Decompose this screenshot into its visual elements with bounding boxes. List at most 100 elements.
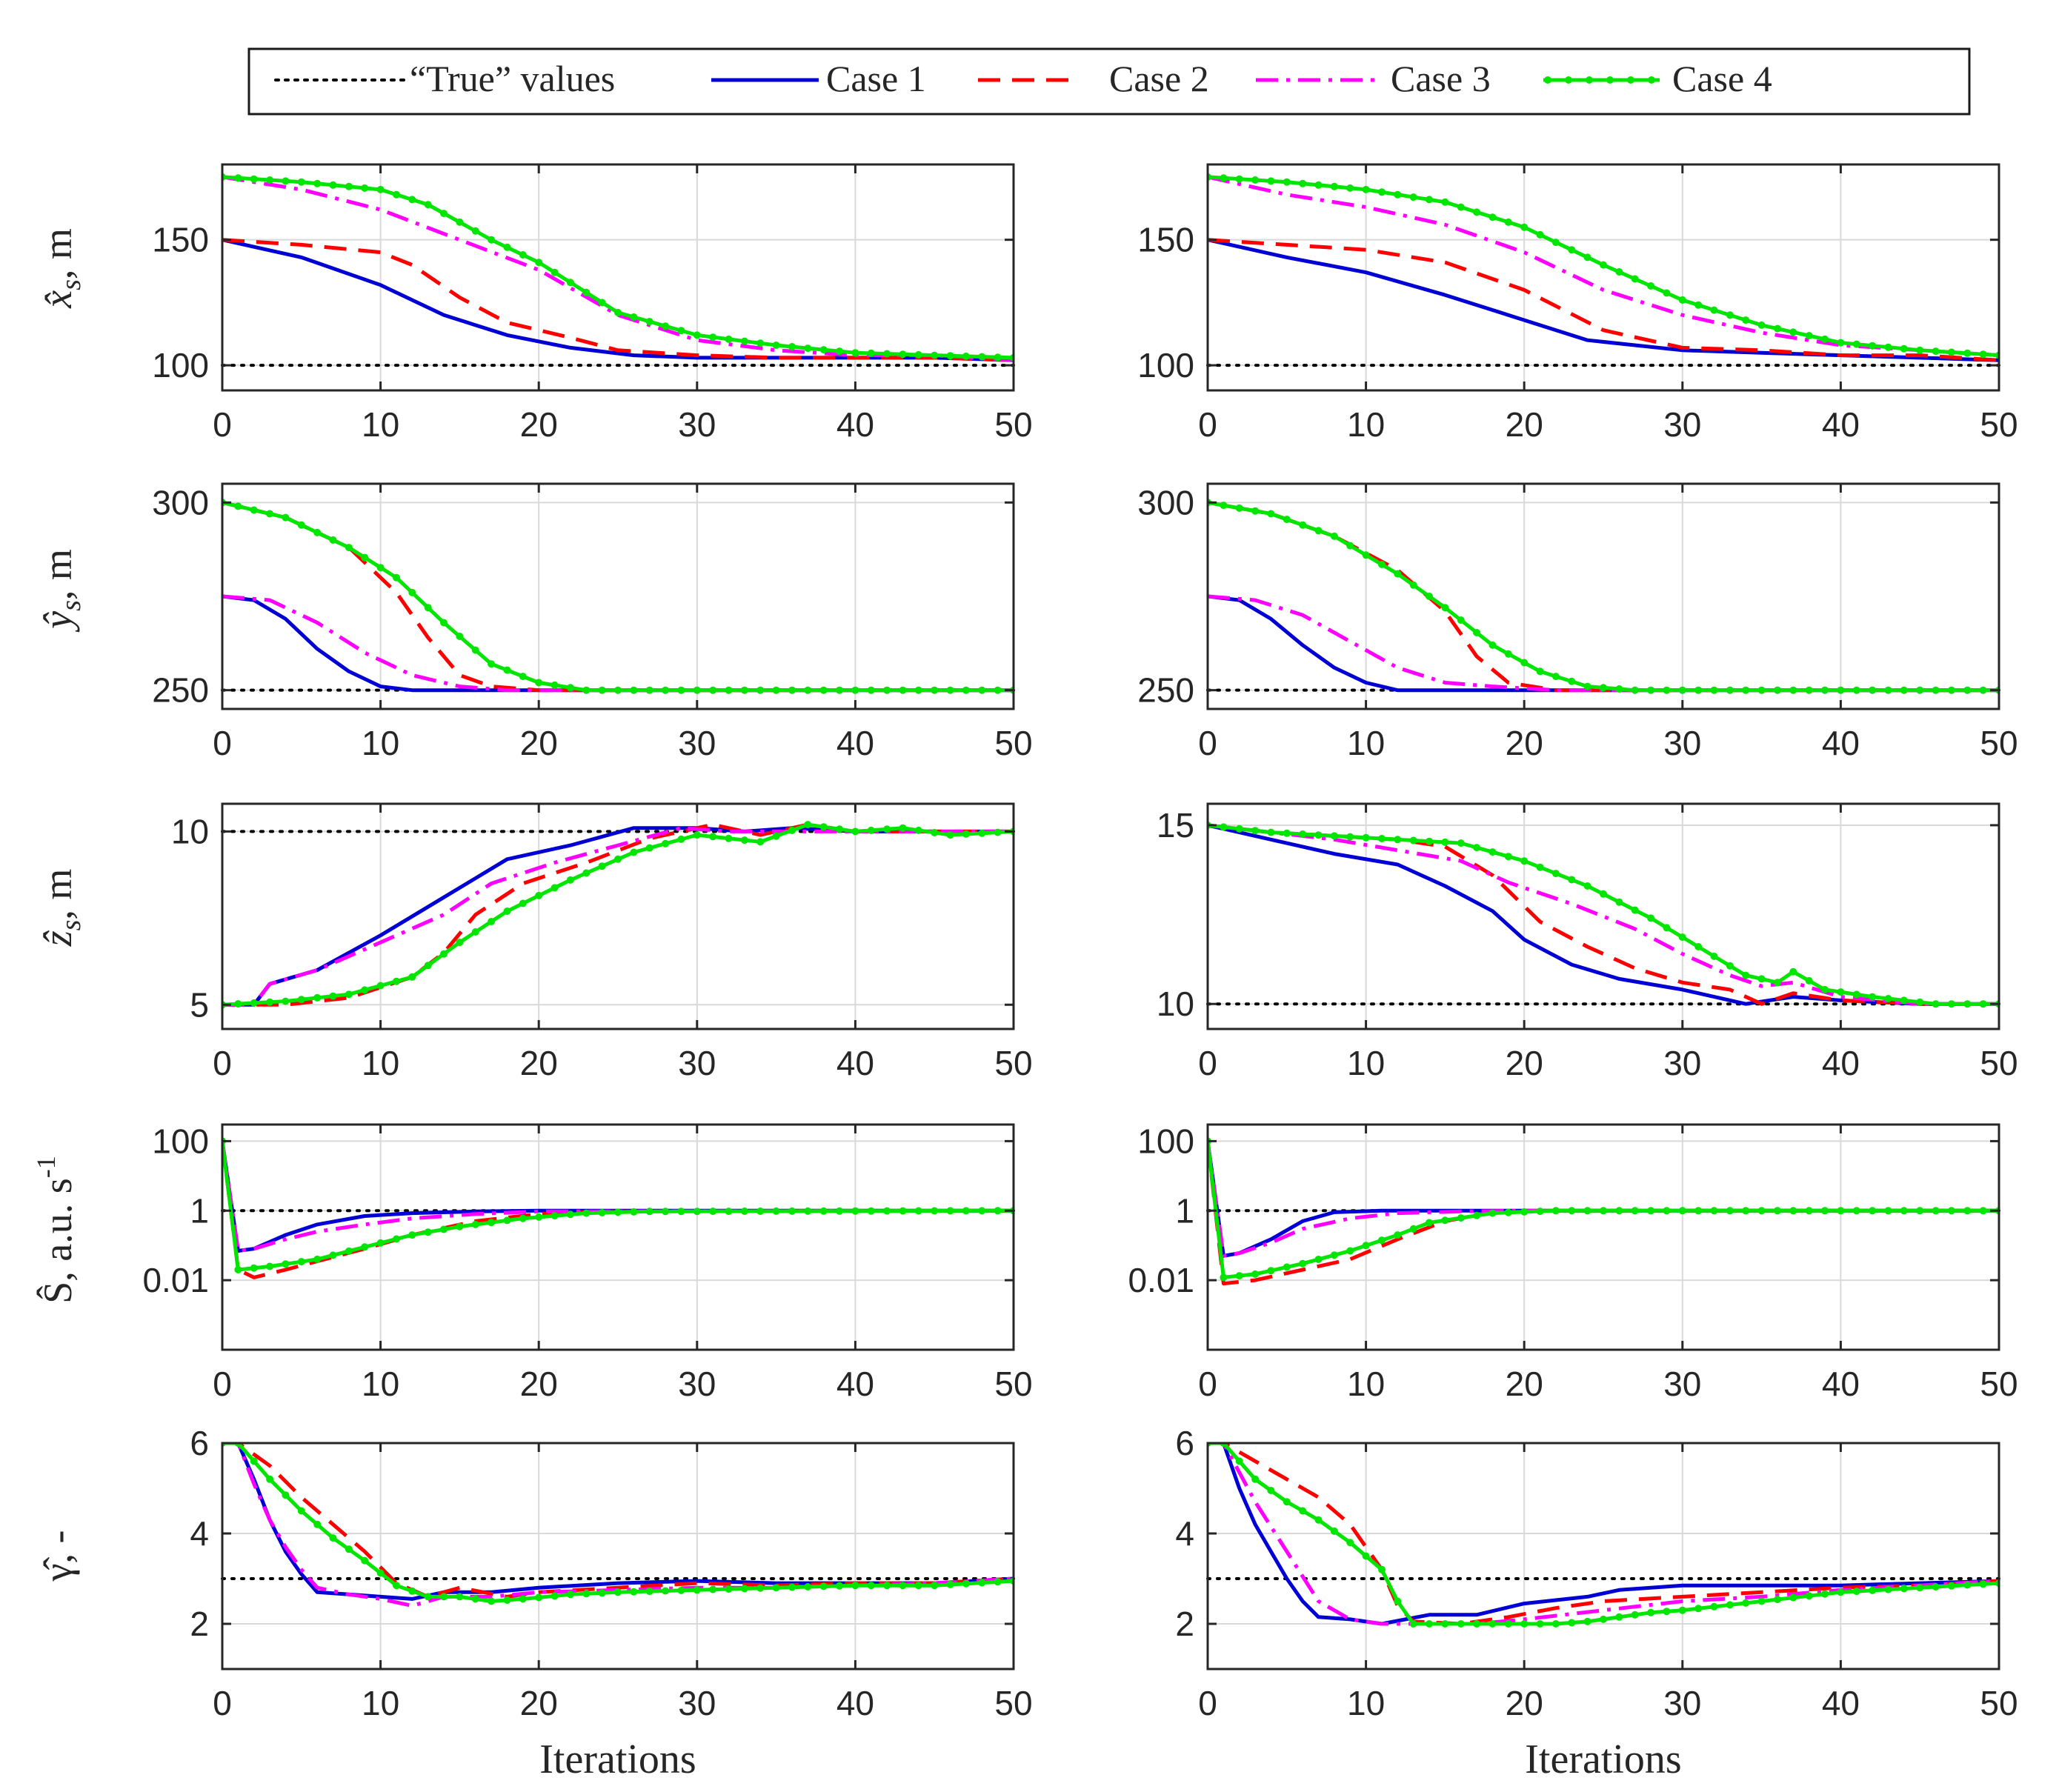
series-marker-case-4 — [1583, 1207, 1591, 1215]
series-marker-case-4 — [503, 666, 511, 674]
y-tick-label: 150 — [152, 221, 209, 259]
y-tick-label: 6 — [190, 1424, 209, 1462]
series-marker-case-4 — [488, 660, 496, 668]
series-marker-case-4 — [297, 1258, 305, 1266]
series-marker-case-4 — [867, 826, 875, 834]
legend: “True” values Case 1 Case 2 Case 3 Case 4 — [247, 47, 1971, 116]
series-marker-case-4 — [899, 686, 907, 694]
x-tick-label: 40 — [836, 1365, 874, 1403]
series-marker-case-4 — [345, 990, 353, 999]
series-marker-case-4 — [693, 1208, 701, 1216]
series-marker-case-4 — [1805, 976, 1813, 985]
series-marker-case-4 — [1837, 339, 1845, 347]
series-marker-case-4 — [361, 986, 369, 994]
series-marker-case-4 — [1869, 993, 1877, 1001]
x-tick-label: 50 — [1980, 1684, 2018, 1722]
x-tick-label: 10 — [362, 1365, 399, 1403]
series-group — [1208, 173, 1999, 362]
series-marker-case-4 — [471, 646, 479, 654]
series-marker-case-4 — [962, 352, 970, 360]
series-marker-case-4 — [1441, 1216, 1449, 1225]
series-marker-case-4 — [471, 1595, 479, 1603]
plot-area — [1208, 804, 1999, 1029]
series-marker-case-4 — [1568, 876, 1576, 884]
series-marker-case-4 — [1805, 686, 1813, 694]
series-marker-case-4 — [582, 869, 591, 877]
series-marker-case-4 — [1963, 1000, 1972, 1008]
series-marker-case-4 — [1963, 1581, 1972, 1589]
series-marker-case-4 — [1837, 1207, 1845, 1215]
series-marker-case-4 — [677, 686, 685, 694]
series-marker-case-4 — [1916, 1584, 1924, 1592]
series-marker-case-4 — [1473, 208, 1481, 216]
series-marker-case-4 — [1346, 1247, 1354, 1255]
series-marker-case-4 — [1631, 275, 1639, 283]
series-marker-case-4 — [1869, 686, 1877, 694]
series-marker-case-4 — [946, 352, 954, 360]
series-marker-case-4 — [883, 1582, 891, 1590]
series-marker-case-4 — [250, 999, 258, 1007]
x-tick-label: 0 — [213, 1044, 232, 1082]
series-marker-case-4 — [1378, 1236, 1386, 1245]
series-marker-case-4 — [1583, 682, 1591, 690]
panel-ys-right: 0 10 20 30 40 50 250 300 — [1137, 482, 2018, 762]
series-marker-case-4 — [1821, 1590, 1829, 1598]
legend-marker — [1627, 76, 1634, 84]
series-marker-case-4 — [1346, 184, 1354, 192]
legend-marker — [1606, 76, 1614, 84]
series-marker-case-4 — [788, 1583, 796, 1591]
series-marker-case-4 — [1600, 261, 1607, 269]
series-line-case-2 — [222, 238, 1014, 362]
series-marker-case-4 — [1551, 239, 1560, 247]
series-marker-case-4 — [662, 839, 670, 847]
x-tick-label: 50 — [994, 1044, 1032, 1082]
x-tick-label: 40 — [836, 1684, 874, 1722]
series-marker-case-4 — [1932, 1207, 1940, 1215]
series-marker-case-4 — [1488, 213, 1497, 221]
series-marker-case-4 — [1900, 1585, 1908, 1593]
series-marker-case-4 — [1473, 844, 1481, 852]
series-marker-case-4 — [1742, 1599, 1750, 1607]
series-marker-case-4 — [1742, 686, 1750, 694]
series-marker-case-4 — [614, 686, 622, 694]
series-marker-case-4 — [994, 353, 1002, 362]
series-marker-case-4 — [1441, 1620, 1449, 1628]
series-marker-case-4 — [1600, 684, 1607, 692]
series-marker-case-4 — [1394, 1231, 1402, 1239]
series-marker-case-4 — [962, 1207, 970, 1215]
axes-box — [221, 1442, 1015, 1671]
series-group — [1208, 822, 1999, 1008]
x-tick-label: 50 — [994, 1365, 1032, 1403]
series-marker-case-4 — [1884, 1207, 1892, 1215]
x-tick-label: 20 — [1506, 405, 1543, 444]
x-tick-label: 0 — [213, 724, 232, 762]
ylabel-row-1: x̂s, m — [36, 228, 87, 309]
series-line-case-1 — [1208, 594, 1999, 693]
series-marker-case-4 — [677, 835, 685, 843]
series-marker-case-4 — [662, 1587, 670, 1595]
series-marker-case-4 — [1663, 924, 1671, 932]
series-marker-case-4 — [1694, 1605, 1703, 1613]
legend-entry-c2: Case 2 — [978, 58, 1209, 99]
x-tick-label: 20 — [520, 1684, 558, 1722]
series-marker-case-4 — [1220, 174, 1228, 182]
series-marker-case-4 — [1520, 1620, 1529, 1628]
series-marker-case-4 — [914, 350, 922, 359]
series-marker-case-4 — [234, 1000, 242, 1008]
series-marker-case-4 — [1346, 833, 1354, 841]
ylabel-row-4: Ŝ, a.u. s-1 — [31, 1156, 80, 1304]
x-tick-label: 0 — [1198, 1044, 1217, 1082]
series-marker-case-4 — [1314, 527, 1323, 535]
series-marker-case-4 — [550, 884, 559, 892]
series-marker-case-4 — [1615, 685, 1623, 693]
x-tick-label: 30 — [678, 1044, 716, 1082]
series-marker-case-4 — [851, 686, 859, 694]
x-tick-label: 10 — [362, 1684, 399, 1722]
x-tick-label: 30 — [678, 1684, 716, 1722]
series-marker-case-4 — [1774, 1207, 1781, 1215]
series-marker-case-4 — [1362, 185, 1370, 193]
series-marker-case-4 — [725, 686, 733, 694]
series-marker-case-4 — [1932, 347, 1940, 356]
series-marker-case-4 — [804, 344, 812, 353]
x-tick-label: 40 — [836, 405, 874, 444]
